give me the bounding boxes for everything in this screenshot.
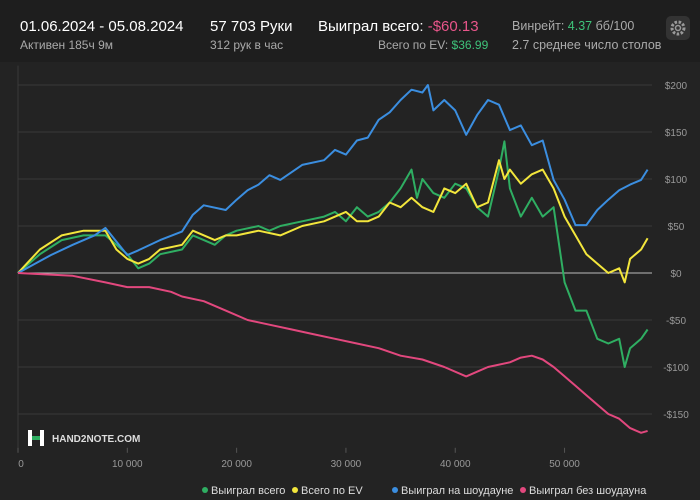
series-line — [17, 159, 649, 284]
legend-item: Выиграл всего — [202, 485, 285, 497]
legend-label: Выиграл без шоудауна — [529, 485, 647, 497]
won-value: -$60.13 — [427, 18, 479, 35]
winrate-unit: бб/100 — [595, 19, 635, 33]
legend-item: Всего по EV — [292, 485, 363, 497]
x-tick-label: 50 000 — [549, 459, 580, 470]
legend-marker — [520, 487, 526, 493]
x-tick-label: 40 000 — [440, 459, 471, 470]
gear-icon — [670, 20, 686, 36]
tables: 2.7 среднее число столов — [512, 38, 662, 52]
winrate: Винрейт: 4.37 бб/100 — [512, 19, 634, 33]
y-tick-label: -$50 — [666, 316, 686, 327]
series-line — [17, 272, 648, 434]
legend-item: Выиграл на шоудауне — [392, 485, 513, 497]
legend-label: Всего по EV — [301, 485, 363, 497]
legend: Выиграл всего Всего по EV Выиграл на шоуда… — [202, 485, 647, 497]
series-line — [17, 140, 649, 368]
series-line — [17, 84, 649, 274]
y-tick-label: $0 — [670, 269, 682, 280]
legend-label: Выиграл на шоудауне — [401, 485, 513, 497]
period: 01.06.2024 - 05.08.2024 — [20, 18, 184, 35]
won-total: Выиграл всего: -$60.13 — [318, 18, 479, 35]
legend-label: Выиграл всего — [211, 485, 285, 497]
watermark: HAND2NOTE.COM — [28, 430, 140, 446]
ev-total: Всего по EV: $36.99 — [378, 38, 488, 52]
plot-background — [0, 62, 700, 500]
y-tick-label: -$150 — [663, 410, 689, 421]
y-tick-label: $150 — [665, 128, 688, 139]
winrate-label: Винрейт: — [512, 19, 565, 33]
x-tick-label: 0 — [18, 459, 24, 470]
legend-marker — [202, 487, 208, 493]
legend-marker — [292, 487, 298, 493]
winrate-value: 4.37 — [567, 19, 593, 33]
watermark-text: HAND2NOTE.COM — [52, 434, 140, 445]
hands: 57 703 Руки — [210, 18, 293, 35]
ev-value: $36.99 — [451, 38, 489, 52]
x-tick-label: 20 000 — [221, 459, 252, 470]
hands-per-hour: 312 рук в час — [210, 38, 284, 52]
active-time: Активен 185ч 9м — [20, 38, 113, 52]
ev-label: Всего по EV: — [378, 38, 449, 52]
y-tick-label: $200 — [665, 81, 688, 92]
y-tick-label: $50 — [668, 222, 685, 233]
won-label: Выиграл всего: — [318, 18, 424, 35]
y-tick-label: -$100 — [663, 363, 689, 374]
settings-button[interactable] — [666, 16, 690, 40]
legend-item: Выиграл без шоудауна — [520, 485, 647, 497]
x-tick-label: 30 000 — [331, 459, 362, 470]
y-tick-label: $100 — [665, 175, 688, 186]
x-tick-label: 10 000 — [112, 459, 143, 470]
legend-marker — [392, 487, 398, 493]
